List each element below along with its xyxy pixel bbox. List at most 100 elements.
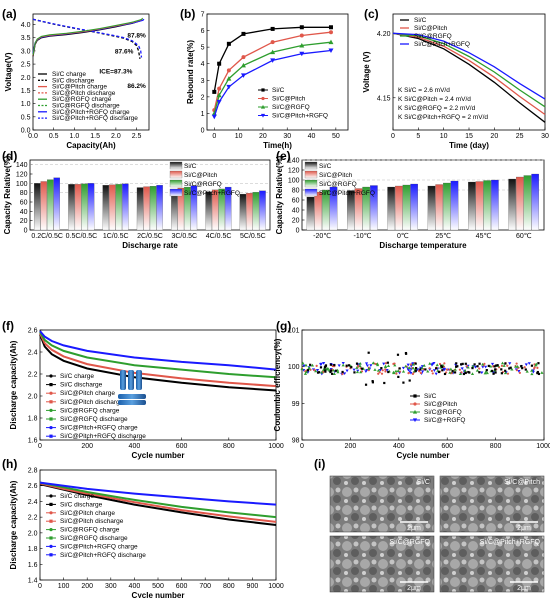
data-point [515,369,519,372]
x-tick-label: 100 [58,583,70,590]
data-point [404,351,408,355]
data-point [503,371,508,375]
sem-panel: Si/C Si/C@Pitch Si/C@RGFQ Si/C@Pitch+RGF… [329,475,545,593]
annotation: 86.2% [127,83,146,90]
data-point [409,371,413,375]
legend-entry: Si/C [184,163,197,170]
data-point [506,372,510,375]
bar [314,191,322,231]
y-tick-label: 20 [20,218,28,225]
data-point [386,361,389,364]
data-point [352,368,356,372]
data-point [373,368,377,371]
bar [395,185,403,231]
bar [252,192,260,231]
data-point [313,369,316,372]
data-point [319,363,323,366]
data-point [506,364,509,367]
panel-label-e: (e) [276,149,291,163]
x-tick-label: 500 [152,583,164,590]
data-point [384,362,388,365]
x-tick-label: 800 [223,583,235,590]
data-point [378,368,382,372]
y-tick-label: 2 [201,94,205,101]
legend-entry: Si/C@Pitch+RGFQ discharge [52,115,138,122]
bar [184,186,191,231]
data-point [49,391,53,395]
bar [322,189,330,231]
legend-entry: Si/C@Pitch charge [60,390,115,397]
data-point [360,367,364,370]
data-point [514,365,518,368]
data-point [364,383,368,386]
data-point [414,367,418,370]
bar [468,181,476,231]
data-point [384,370,387,373]
data-point [49,434,53,438]
series-line [32,18,143,58]
bar [259,190,266,231]
x-tick-label: 400 [129,583,141,590]
bar [156,185,163,231]
data-point [324,369,327,372]
data-point [435,363,439,367]
y-axis-label: Capacity Relative(%) [275,155,284,234]
legend-entry: Si/C@RGFQ discharge [52,103,120,110]
y-tick-label: 3.0 [21,48,31,55]
bar [136,187,144,231]
data-point [241,55,246,60]
data-point [422,364,426,367]
data-point [530,369,534,372]
k-value: K Si/C@Pitch = 2.4 mV/d [398,96,471,103]
x-tick-label: 1000 [536,443,550,450]
bar [329,186,338,231]
bar [475,181,484,231]
data-point [49,511,53,515]
legend-swatch [169,179,183,188]
y-tick-label: 100 [288,178,300,185]
sem-scale-4: 2μm [517,585,531,592]
data-point [261,96,265,101]
data-point [367,351,370,354]
data-point [408,370,412,374]
chart-d: 0 20 40 60 80 100 120 140 Discharge rate Capacity… [3,155,271,250]
data-point [536,370,539,374]
data-point [212,89,217,94]
data-point [407,371,410,375]
legend-entry: Si/C@RGFQ charge [60,527,120,534]
legend-entry: Si/C discharge [60,501,103,508]
data-point [411,372,415,376]
y-tick-label: 120 [16,172,28,179]
y-tick-label: 140 [16,162,28,169]
chart-h: 0 100 200 300 400 500 600 700 800 900 1000 1.4 1.6 1.… [9,468,284,598]
y-tick-label: 2.2 [28,515,38,522]
panel-label-a: (a) [2,7,17,21]
x-tick-label: 600 [176,443,188,450]
data-point [304,363,308,367]
x-tick-label: 400 [129,443,141,450]
data-point [328,39,334,45]
data-point [382,362,386,366]
y-tick-label: 0 [201,128,205,135]
data-point [419,368,422,371]
data-point [381,369,384,372]
y-tick-label: 2.6 [28,483,38,490]
data-point [383,381,386,385]
data-point [468,371,471,374]
data-point [49,502,53,506]
data-point [367,367,371,370]
data-point [534,362,538,366]
data-point [494,364,498,367]
y-tick-label: 1.5 [21,88,31,95]
legend-entry: Si/C@Pitch discharge [60,399,124,406]
bar [109,184,116,231]
data-point [398,367,401,370]
data-point [306,369,310,372]
legend-entry: Si/C@Pitch [424,401,458,408]
battery-cell [120,370,126,390]
series-line [39,482,277,523]
bar [81,183,88,231]
data-point [375,362,379,365]
y-tick-label: 4.0 [21,22,31,29]
data-point [49,494,53,498]
